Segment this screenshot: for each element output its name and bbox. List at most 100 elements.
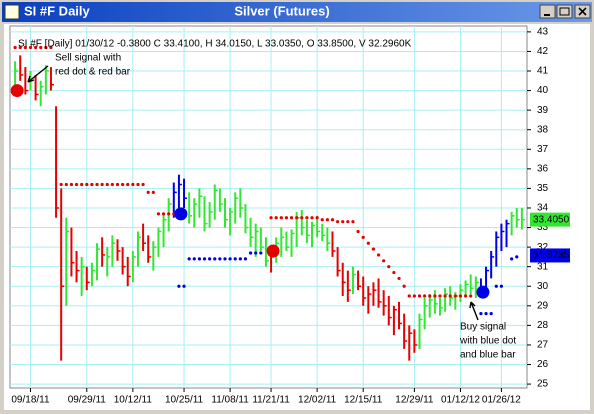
y-tick-label: 38 [537,124,549,135]
stop-dot [110,182,114,187]
x-tick-label: 11/21/11 [252,395,290,406]
stop-dot [115,182,120,187]
stop-dot [295,216,299,220]
price-bar [19,55,24,81]
stop-dot [85,182,89,187]
price-bar [510,211,515,236]
window-title: SI #F Daily [24,3,91,18]
stop-dot [69,182,74,187]
price-bar [254,223,259,257]
price-bar [490,251,495,279]
price-bar [280,227,285,257]
window-buttons[interactable] [539,4,591,19]
y-tick-label: 31 [537,261,549,272]
stop-dot [499,284,504,288]
stop-dot [279,216,283,220]
signal-dot [10,84,24,98]
y-tick-label: 33 [537,222,549,233]
stop-dot [463,294,468,298]
price-bar [203,196,208,232]
stop-dot [510,257,514,261]
stop-dot [213,257,217,261]
minimize-button[interactable] [539,4,556,19]
price-tag [530,212,570,227]
stop-dot [469,294,473,298]
signal-dot [174,207,188,221]
price-bar [403,313,408,349]
maximize-button[interactable] [556,4,573,19]
stop-dot [151,190,155,194]
y-tick-label: 37 [537,144,549,155]
stop-dot [325,218,329,222]
x-tick-label: 12/02/11 [298,395,337,406]
stop-dot [141,182,145,187]
maximize-glyph [559,7,570,16]
y-tick-label: 35 [537,183,549,194]
price-bar [157,227,162,257]
price-bar [65,217,70,306]
stop-dot [284,216,289,220]
price-bar [136,231,141,267]
price-bar [264,237,269,267]
price-bar [495,231,500,267]
stop-dot [300,216,304,220]
price-bar [218,188,223,212]
stop-dot [105,182,109,187]
price-bar [70,227,75,277]
stop-dot [156,212,161,216]
price-bar [341,262,346,297]
x-tick-label: 11/08/11 [211,395,249,406]
x-tick-label: 12/29/11 [395,395,434,406]
stop-dot [95,182,99,187]
price-bar [316,215,321,238]
price-bar [321,223,326,242]
stop-dot [177,284,181,288]
stop-dot [80,182,84,187]
price-bar [520,207,525,230]
stop-dot [382,259,386,263]
price-bar [198,188,203,218]
stop-dot [74,182,79,187]
stop-dot [438,294,442,298]
price-bar [305,219,310,244]
stop-dot [248,251,253,255]
y-tick-label: 34 [537,203,549,214]
price-bar [172,182,177,218]
price-bar [244,204,249,234]
x-tick-label: 01/26/12 [482,395,521,406]
stop-dot [28,45,33,50]
price-bar [351,266,356,295]
stop-dot [453,294,457,298]
stop-dot [448,294,452,298]
stop-dot [417,294,422,298]
price-bar [382,290,387,316]
price-bar [515,207,520,228]
stop-dot [259,251,263,255]
stop-dot [13,45,17,50]
annotation: and blue bar [460,350,516,361]
stop-dot [433,294,437,298]
price-bar [60,188,65,361]
y-tick-label: 29 [537,300,549,311]
stop-dot [18,45,22,50]
stop-dot [136,182,140,187]
stop-dot [341,220,345,224]
stop-dot [489,312,493,316]
stop-dot [228,257,232,261]
price-tag-label: 31.5735 [533,250,570,261]
stop-dot [443,294,447,298]
price-bar [111,235,116,267]
price-bar [469,274,474,295]
price-bar [188,192,193,224]
price-bar [193,198,198,228]
buy-arrow [469,301,479,321]
price-bar [346,270,351,302]
stop-dot [197,257,201,261]
price-bar [142,223,147,252]
price-bar [459,284,464,302]
x-tick-label: 09/18/11 [11,395,50,406]
price-bar [14,61,19,87]
y-tick-label: 42 [537,46,549,57]
stop-dot [131,182,135,187]
